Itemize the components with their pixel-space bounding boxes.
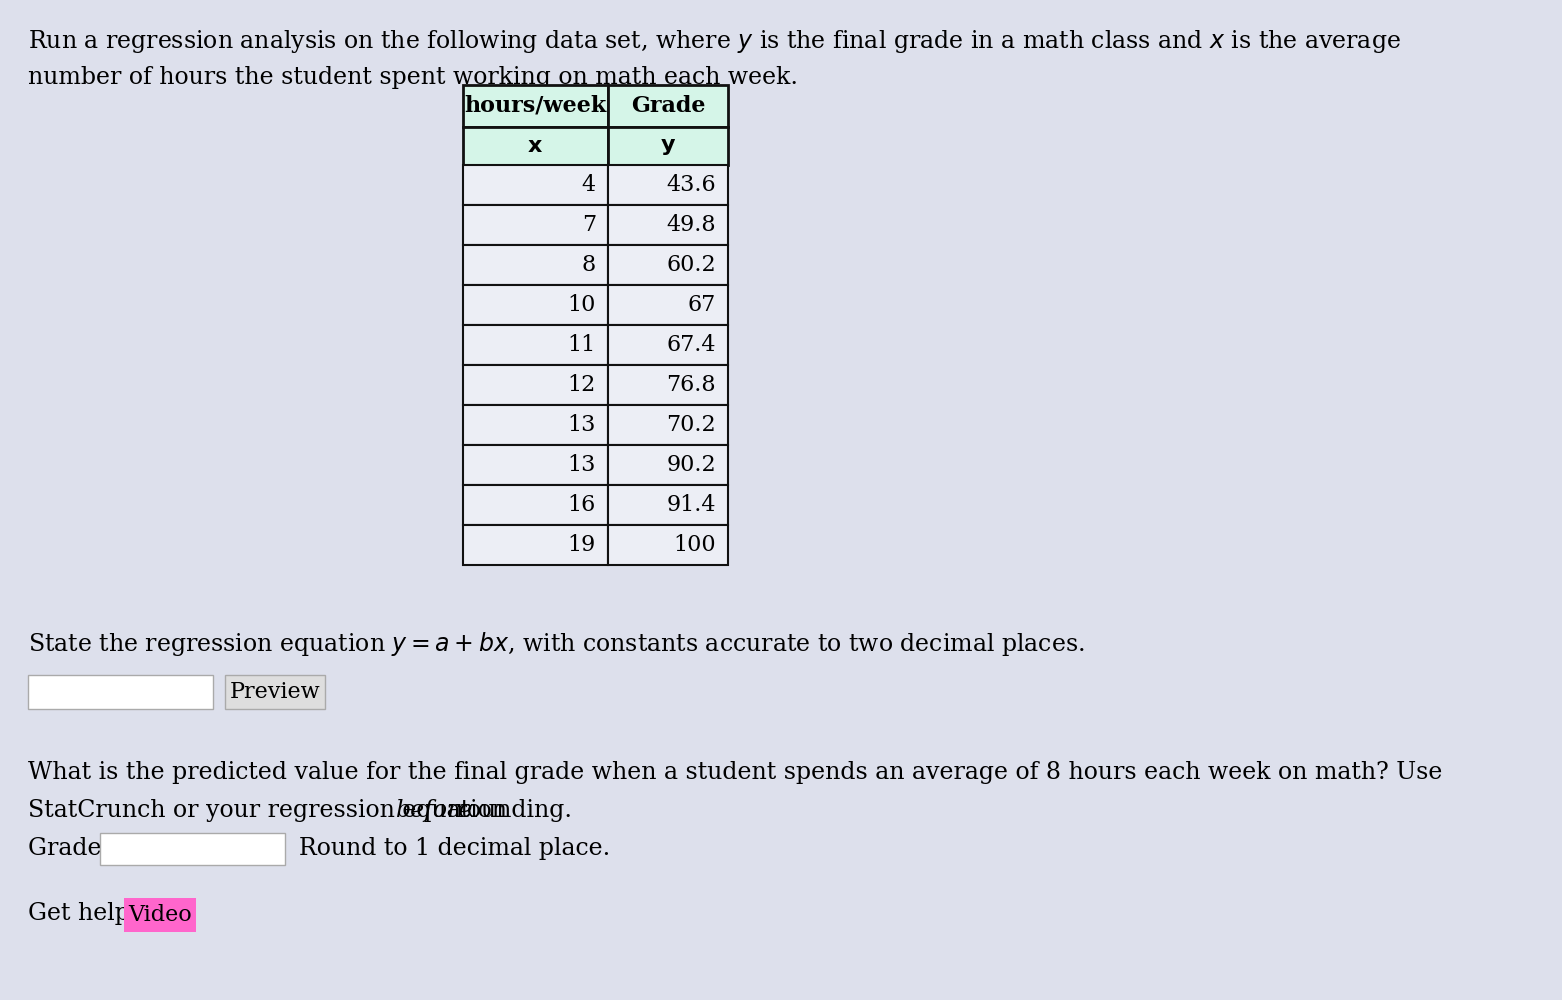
Bar (608, 127, 728, 165)
Bar (462, 445, 608, 485)
Text: 11: 11 (567, 334, 597, 356)
Text: number of hours the student spent working on math each week.: number of hours the student spent workin… (28, 66, 798, 89)
Text: 12: 12 (567, 374, 597, 396)
Bar (462, 285, 608, 325)
Bar (462, 325, 608, 365)
Bar (462, 85, 608, 127)
Bar (123, 898, 195, 932)
Bar (608, 325, 728, 365)
Text: 49.8: 49.8 (667, 214, 715, 236)
Text: StatCrunch or your regression equation: StatCrunch or your regression equation (28, 799, 514, 822)
Bar (462, 485, 608, 525)
Bar (462, 405, 608, 445)
Text: 76.8: 76.8 (667, 374, 715, 396)
Bar (608, 165, 728, 205)
Bar (28, 675, 212, 709)
Text: 67: 67 (687, 294, 715, 316)
Text: before: before (397, 799, 473, 822)
Text: 16: 16 (567, 494, 597, 516)
Bar (462, 525, 608, 565)
Text: 100: 100 (673, 534, 715, 556)
Text: 67.4: 67.4 (667, 334, 715, 356)
Bar (608, 485, 728, 525)
Text: 43.6: 43.6 (667, 174, 715, 196)
Bar (608, 405, 728, 445)
Bar (608, 285, 728, 325)
Bar (462, 205, 608, 245)
Bar (608, 445, 728, 485)
Bar (462, 165, 608, 205)
Text: $\mathbf{y}$: $\mathbf{y}$ (659, 135, 676, 157)
Text: 70.2: 70.2 (667, 414, 715, 436)
Text: 13: 13 (567, 454, 597, 476)
Text: What is the predicted value for the final grade when a student spends an average: What is the predicted value for the fina… (28, 761, 1442, 784)
Text: 60.2: 60.2 (667, 254, 715, 276)
Text: $\mathbf{x}$: $\mathbf{x}$ (528, 135, 544, 157)
Bar (608, 205, 728, 245)
Bar (462, 127, 608, 165)
Text: Run a regression analysis on the following data set, where $y$ is the final grad: Run a regression analysis on the followi… (28, 28, 1401, 55)
Text: 91.4: 91.4 (667, 494, 715, 516)
Text: State the regression equation $y = a + bx$, with constants accurate to two decim: State the regression equation $y = a + b… (28, 630, 1084, 658)
Bar (608, 85, 728, 127)
Bar (608, 365, 728, 405)
Text: 90.2: 90.2 (667, 454, 715, 476)
Bar (608, 525, 728, 565)
Text: hours/week: hours/week (464, 95, 606, 117)
Bar (225, 675, 325, 709)
Text: Round to 1 decimal place.: Round to 1 decimal place. (298, 837, 611, 860)
Text: Video: Video (128, 904, 192, 926)
Text: 10: 10 (567, 294, 597, 316)
Bar (462, 245, 608, 285)
Text: 19: 19 (567, 534, 597, 556)
Bar (608, 245, 728, 285)
Text: Grade: Grade (631, 95, 706, 117)
Text: 4: 4 (583, 174, 597, 196)
Text: 13: 13 (567, 414, 597, 436)
Text: Grade =: Grade = (28, 837, 128, 860)
Text: 8: 8 (581, 254, 597, 276)
Text: rounding.: rounding. (448, 799, 572, 822)
Text: Preview: Preview (230, 681, 320, 703)
Bar (100, 833, 284, 865)
Text: Get help:: Get help: (28, 902, 137, 925)
Bar (462, 365, 608, 405)
Text: 7: 7 (583, 214, 597, 236)
